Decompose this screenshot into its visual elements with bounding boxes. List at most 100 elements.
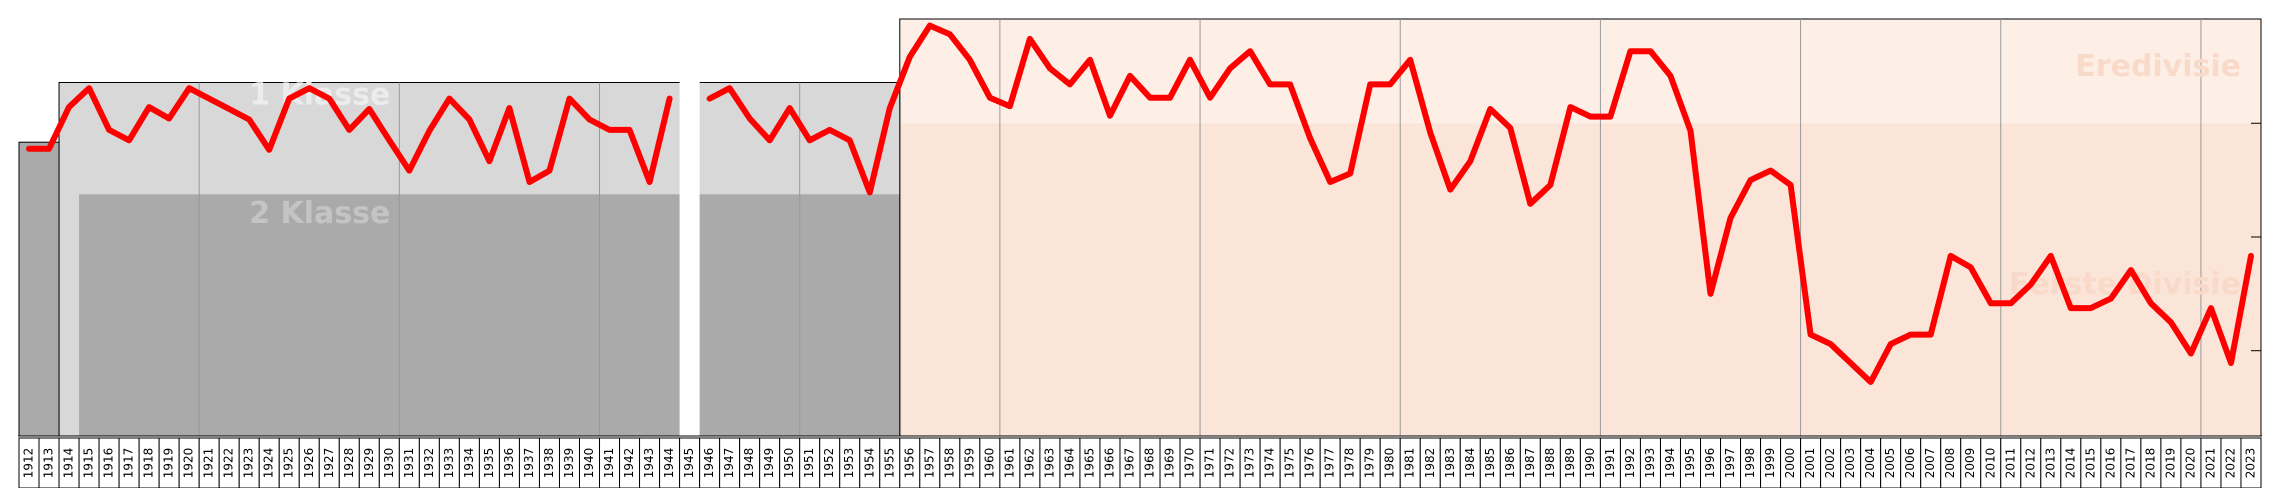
- x-axis: 1912 1913 1914 1915 1916 1917 1918 1919 1920 1921…: [18, 435, 2262, 488]
- x-tick-label: 1967: [1122, 448, 1136, 479]
- x-tick-label: 1949: [762, 448, 776, 479]
- x-tick-label: 1950: [782, 448, 796, 479]
- position-line-segment-1: [706, 22, 2254, 385]
- x-tick-label: 1943: [642, 448, 656, 479]
- x-tick-label: 1927: [322, 448, 336, 479]
- x-tick-label: 2017: [2123, 448, 2137, 479]
- x-tick-label: 1995: [1683, 448, 1697, 479]
- x-tick-label: 1942: [622, 448, 636, 479]
- x-tick-label: 2014: [2063, 448, 2077, 479]
- x-tick-label: 2012: [2023, 448, 2037, 479]
- x-tick-label: 1991: [1603, 448, 1617, 479]
- x-tick-label: 1983: [1443, 448, 1457, 479]
- x-tick-label: 2004: [1863, 448, 1877, 479]
- x-tick-label: 1936: [502, 448, 516, 479]
- x-tick-label: 1934: [462, 448, 476, 479]
- x-tick-label: 1999: [1763, 448, 1777, 479]
- x-tick-label: 1937: [522, 448, 536, 479]
- x-tick-label: 1954: [862, 448, 876, 479]
- year-box-2023: [2240, 437, 2262, 488]
- x-tick-label: 1913: [42, 448, 56, 479]
- x-tick-label: 1969: [1163, 448, 1177, 479]
- x-tick-label: 1921: [202, 448, 216, 479]
- x-tick-label: 1946: [702, 448, 716, 479]
- x-tick-label: 2006: [1903, 448, 1917, 479]
- x-tick-label: 1974: [1263, 448, 1277, 479]
- x-tick-label: 2021: [2203, 448, 2217, 479]
- x-tick-label: 1997: [1723, 448, 1737, 479]
- x-tick-label: 1930: [382, 448, 396, 479]
- x-tick-label: 1919: [162, 448, 176, 479]
- x-tick-label: 1988: [1543, 448, 1557, 479]
- x-tick-label: 2019: [2163, 448, 2177, 479]
- x-tick-label: 1914: [62, 448, 76, 479]
- x-tick-label: 1984: [1463, 448, 1477, 479]
- x-tick-label: 1932: [422, 448, 436, 479]
- x-tick-label: 1961: [1002, 448, 1016, 479]
- eredivisie-band: [899, 19, 2262, 124]
- x-tick-label: 1989: [1563, 448, 1577, 479]
- x-tick-label: 1925: [282, 448, 296, 479]
- x-tick-label: 1972: [1223, 448, 1237, 479]
- x-tick-label: 1941: [602, 448, 616, 479]
- x-tick-label: 2000: [1783, 448, 1797, 479]
- x-tick-label: 1929: [362, 448, 376, 479]
- x-tick-label: 2023: [2243, 448, 2257, 479]
- tier-label-0: Eredivisie: [2075, 49, 2241, 84]
- x-tick-label: 1973: [1243, 448, 1257, 479]
- x-tick-label: 1912: [22, 448, 36, 479]
- x-tick-label: 2003: [1843, 448, 1857, 479]
- x-tick-label: 1938: [542, 448, 556, 479]
- x-tick-label: 2015: [2083, 448, 2097, 479]
- x-tick-label: 2013: [2043, 448, 2057, 479]
- x-tick-label: 2009: [1963, 448, 1977, 479]
- klasse-2-band: [79, 194, 900, 436]
- x-tick-label: 1928: [342, 448, 356, 479]
- x-tick-label: 1990: [1583, 448, 1597, 479]
- gap-1945: [679, 81, 700, 436]
- x-tick-label: 1996: [1703, 448, 1717, 479]
- x-tick-label: 1948: [742, 448, 756, 479]
- x-tick-label: 1956: [902, 448, 916, 479]
- x-tick-label: 2002: [1823, 448, 1837, 479]
- x-tick-label: 1978: [1343, 448, 1357, 479]
- x-tick-label: 1951: [802, 448, 816, 479]
- x-tick-label: 1922: [222, 448, 236, 479]
- x-tick-label: 1979: [1363, 448, 1377, 479]
- x-tick-label: 2018: [2143, 448, 2157, 479]
- position-line-segment-0: [26, 85, 673, 185]
- x-tick-label: 2010: [1983, 448, 1997, 479]
- x-tick-label: 2022: [2223, 448, 2237, 479]
- early-band: [19, 142, 60, 437]
- x-tick-label: 1994: [1663, 448, 1677, 479]
- x-tick-label: 1976: [1303, 448, 1317, 479]
- x-tick-label: 1987: [1523, 448, 1537, 479]
- tier-label-3: 2 Klasse: [249, 196, 390, 231]
- x-tick-label: 1985: [1483, 448, 1497, 479]
- x-tick-label: 1986: [1503, 448, 1517, 479]
- x-tick-label: 1958: [942, 448, 956, 479]
- tier-label-1: Eerste Divisie: [2009, 267, 2241, 302]
- x-tick-label: 1959: [962, 448, 976, 479]
- x-tick-label: 1945: [682, 448, 696, 479]
- x-tick-label: 2016: [2103, 448, 2117, 479]
- position-series: [26, 22, 2254, 385]
- x-tick-label: 1975: [1283, 448, 1297, 479]
- x-tick-label: 1982: [1423, 448, 1437, 479]
- x-tick-label: 1964: [1062, 448, 1076, 479]
- x-tick-label: 1968: [1143, 448, 1157, 479]
- x-tick-label: 1953: [842, 448, 856, 479]
- x-tick-label: 1939: [562, 448, 576, 479]
- x-tick-label: 2011: [2003, 448, 2017, 479]
- x-tick-label: 2008: [1943, 448, 1957, 479]
- x-tick-label: 1957: [922, 448, 936, 479]
- x-tick-label: 1917: [122, 448, 136, 479]
- gridlines: [198, 19, 2261, 436]
- x-tick-label: 1970: [1183, 448, 1197, 479]
- x-tick-label: 1931: [402, 448, 416, 479]
- x-tick-label: 1947: [722, 448, 736, 479]
- x-tick-label: 1971: [1203, 448, 1217, 479]
- x-tick-label: 1981: [1403, 448, 1417, 479]
- x-tick-label: 1924: [262, 448, 276, 479]
